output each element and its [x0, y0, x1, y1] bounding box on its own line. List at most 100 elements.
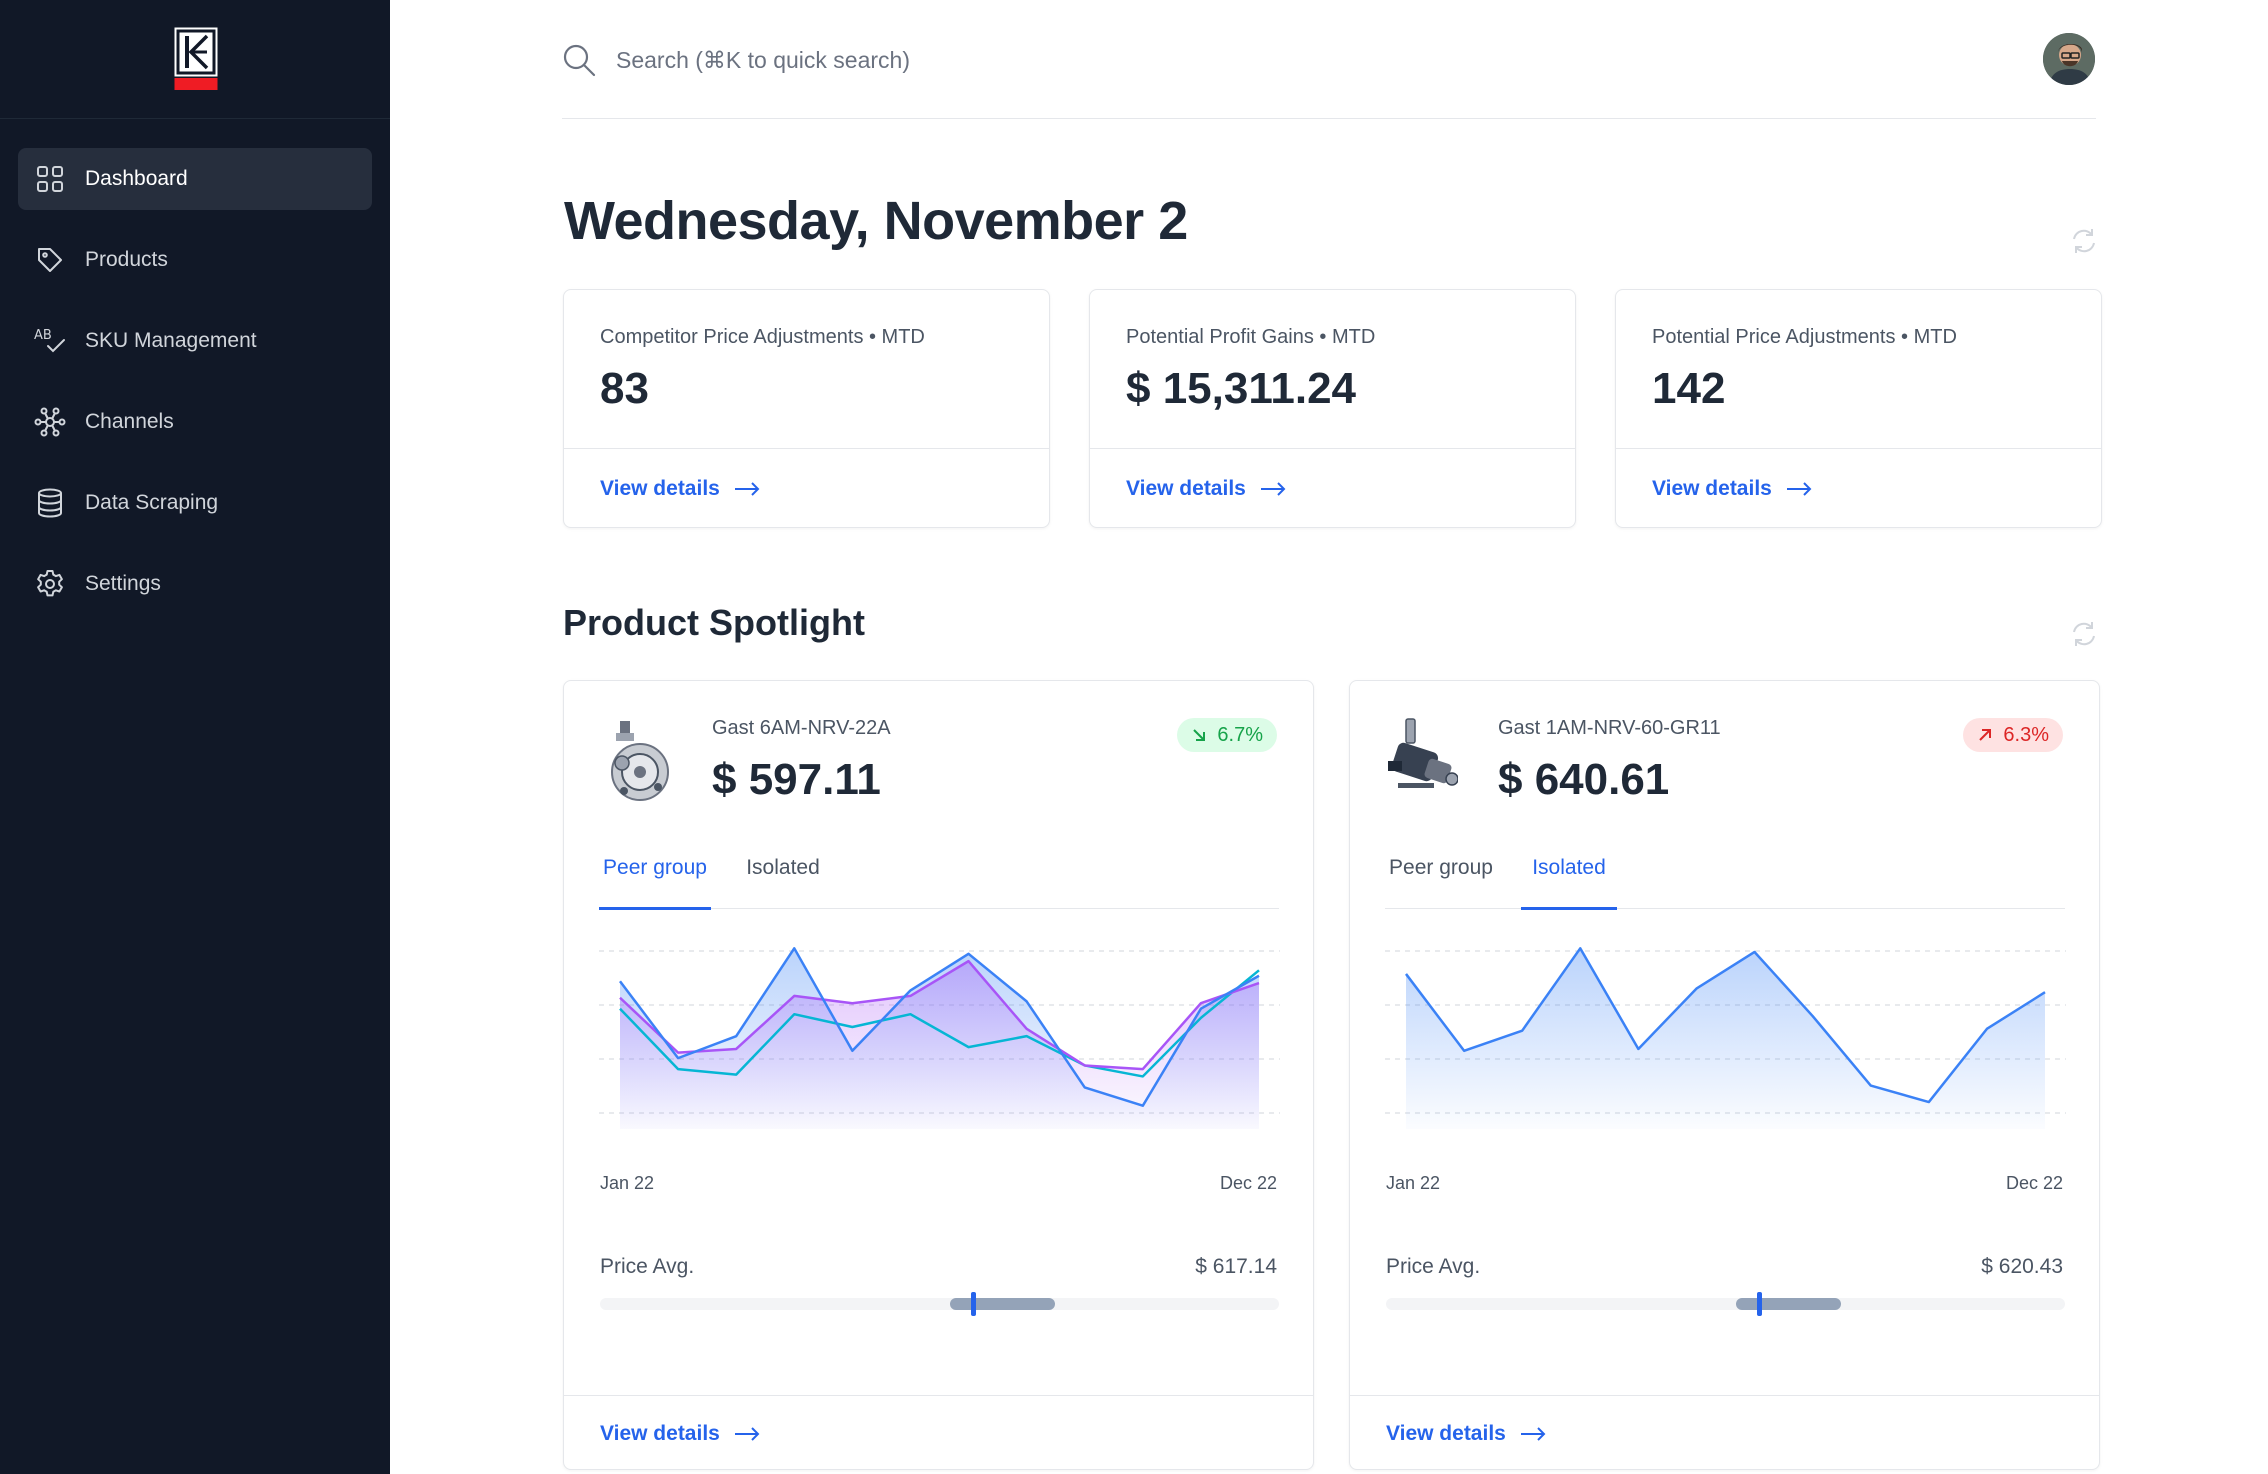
- price-history-chart: [599, 947, 1280, 1129]
- view-details-link[interactable]: View details: [1386, 1422, 1546, 1446]
- grid-icon: [34, 163, 66, 195]
- series-line-2: [619, 969, 1260, 1078]
- arrow-down-right-icon: [1193, 729, 1206, 741]
- ab-test-icon: AB: [34, 325, 66, 357]
- search-input[interactable]: [616, 46, 1416, 74]
- product-name: Gast 1AM-NRV-60-GR11: [1498, 717, 1721, 739]
- arrow-right-icon: [1260, 482, 1286, 496]
- card-divider: [1350, 1395, 2099, 1396]
- tag-icon: [34, 244, 66, 276]
- stat-value: 142: [1652, 364, 1726, 413]
- sidebar: Dashboard Products AB SKU Management: [0, 0, 390, 1474]
- price-change-value: 6.7%: [1217, 723, 1263, 746]
- sidebar-item-settings[interactable]: Settings: [18, 553, 372, 615]
- pump-product-image[interactable]: [600, 717, 672, 807]
- stat-card-competitor-adjustments: Competitor Price Adjustments • MTD 83 Vi…: [563, 289, 1050, 528]
- series-line-0: [619, 947, 1260, 1107]
- sidebar-divider: [0, 118, 390, 119]
- refresh-icon[interactable]: [2069, 226, 2099, 256]
- stat-value: $ 15,311.24: [1126, 364, 1357, 413]
- stat-card-price-adjustments: Potential Price Adjustments • MTD 142 Vi…: [1615, 289, 2102, 528]
- sidebar-item-data-scraping[interactable]: Data Scraping: [18, 472, 372, 534]
- search-icon: [563, 44, 596, 77]
- sidebar-item-label: Dashboard: [85, 167, 188, 190]
- price-avg-value: $ 617.14: [1195, 1255, 1277, 1278]
- gear-icon: [34, 568, 66, 600]
- svg-text:AB: AB: [34, 328, 52, 343]
- network-icon: [34, 406, 66, 438]
- tab-peer-group[interactable]: Peer group: [599, 851, 711, 910]
- avatar[interactable]: [2043, 33, 2095, 85]
- sidebar-item-products[interactable]: Products: [18, 229, 372, 291]
- series-line-1: [619, 959, 1260, 1071]
- price-range-slider[interactable]: [1386, 1292, 2065, 1316]
- tab-peer-group[interactable]: Peer group: [1389, 856, 1493, 879]
- product-card: Gast 1AM-NRV-60-GR11 $ 640.61 6.3% Peer …: [1349, 680, 2100, 1470]
- arrow-right-icon: [734, 1427, 760, 1441]
- price-avg-label: Price Avg.: [600, 1255, 695, 1278]
- tab-isolated[interactable]: Isolated: [746, 856, 820, 879]
- view-details-link[interactable]: View details: [1652, 477, 1812, 501]
- arrow-right-icon: [1520, 1427, 1546, 1441]
- x-axis-end-label: Dec 22: [1219, 1173, 1277, 1193]
- stat-label: Competitor Price Adjustments • MTD: [600, 326, 925, 348]
- price-range-handle[interactable]: [1757, 1292, 1763, 1316]
- price-change-value: 6.3%: [2003, 723, 2049, 746]
- database-icon: [34, 487, 66, 519]
- price-change-badge: 6.3%: [1963, 718, 2063, 752]
- sidebar-nav: Dashboard Products AB SKU Management: [18, 148, 372, 634]
- sidebar-item-label: Settings: [85, 572, 161, 595]
- product-card: Gast 6AM-NRV-22A $ 597.11 6.7% Peer grou…: [563, 680, 1314, 1470]
- card-divider: [564, 1395, 1313, 1396]
- price-range-handle[interactable]: [971, 1292, 977, 1316]
- stat-value: 83: [600, 364, 649, 413]
- sidebar-item-label: Channels: [85, 410, 174, 433]
- sidebar-item-channels[interactable]: Channels: [18, 391, 372, 453]
- card-divider: [564, 448, 1049, 449]
- arrow-right-icon: [734, 482, 760, 496]
- series-area-0: [1406, 948, 2045, 1129]
- card-divider: [1090, 448, 1575, 449]
- view-details-link[interactable]: View details: [600, 477, 760, 501]
- product-name: Gast 6AM-NRV-22A: [712, 717, 891, 739]
- view-details-label: View details: [1652, 477, 1772, 500]
- header-divider: [562, 118, 2096, 119]
- motor-product-image[interactable]: [1386, 717, 1458, 807]
- view-details-link[interactable]: View details: [600, 1422, 760, 1446]
- arrow-up-right-icon: [1979, 729, 1992, 741]
- x-axis-start-label: Jan 22: [600, 1173, 655, 1193]
- price-range-fill: [1735, 1298, 1841, 1310]
- price-avg-value: $ 620.43: [1981, 1255, 2063, 1278]
- chart-tabs: Peer group Isolated: [599, 851, 1279, 910]
- card-divider: [1616, 448, 2101, 449]
- price-range-slider[interactable]: [600, 1292, 1279, 1316]
- view-details-link[interactable]: View details: [1126, 477, 1286, 501]
- sidebar-item-dashboard[interactable]: Dashboard: [18, 148, 372, 210]
- stat-card-profit-gains: Potential Profit Gains • MTD $ 15,311.24…: [1089, 289, 1576, 528]
- refresh-icon[interactable]: [2069, 619, 2099, 649]
- x-axis-start-label: Jan 22: [1386, 1173, 1441, 1193]
- arrow-right-icon: [1786, 482, 1812, 496]
- series-area-1: [620, 961, 1259, 1129]
- brand-logo[interactable]: [173, 26, 219, 92]
- tab-isolated[interactable]: Isolated: [1521, 851, 1617, 910]
- product-price: $ 640.61: [1498, 755, 1670, 804]
- stat-label: Potential Price Adjustments • MTD: [1652, 326, 1957, 348]
- view-details-label: View details: [1126, 477, 1246, 500]
- sidebar-item-label: Products: [85, 248, 168, 271]
- view-details-label: View details: [600, 1422, 720, 1445]
- price-avg-label: Price Avg.: [1386, 1255, 1481, 1278]
- sidebar-item-label: Data Scraping: [85, 491, 219, 514]
- view-details-label: View details: [1386, 1422, 1506, 1445]
- section-title: Product Spotlight: [563, 602, 865, 643]
- sidebar-item-sku-management[interactable]: AB SKU Management: [18, 310, 372, 372]
- chart-tabs: Peer group Isolated: [1385, 851, 2065, 910]
- sidebar-item-label: SKU Management: [85, 329, 257, 352]
- price-history-chart: [1385, 947, 2066, 1129]
- price-change-badge: 6.7%: [1177, 718, 1277, 752]
- page-title: Wednesday, November 2: [564, 191, 1188, 251]
- search-bar[interactable]: [562, 40, 1762, 80]
- view-details-label: View details: [600, 477, 720, 500]
- x-axis-end-label: Dec 22: [2005, 1173, 2063, 1193]
- series-line-0: [1405, 947, 2046, 1104]
